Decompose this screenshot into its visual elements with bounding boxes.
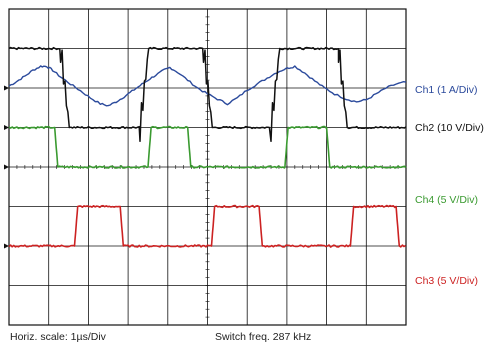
channel-marker-ch1 xyxy=(4,85,9,91)
legend-ch3: Ch3 (5 V/Div) xyxy=(415,275,479,287)
horizontal-scale-label: Horiz. scale: 1µs/Div xyxy=(10,331,106,343)
trace-ch3 xyxy=(8,204,407,248)
legend-ch2: Ch2 (10 V/Div) xyxy=(415,122,484,134)
channel-marker-ch3 xyxy=(4,164,9,170)
trace-ch4 xyxy=(8,125,407,169)
legend-ch1: Ch1 (1 A/Div) xyxy=(415,84,478,96)
legend-ch4: Ch4 (5 V/Div) xyxy=(415,194,479,206)
switch-frequency-label: Switch freq. 287 kHz xyxy=(215,331,312,343)
channel-marker-ch2 xyxy=(4,125,9,130)
channel-marker-ch4 xyxy=(4,243,9,249)
trace-ch2 xyxy=(8,46,407,143)
